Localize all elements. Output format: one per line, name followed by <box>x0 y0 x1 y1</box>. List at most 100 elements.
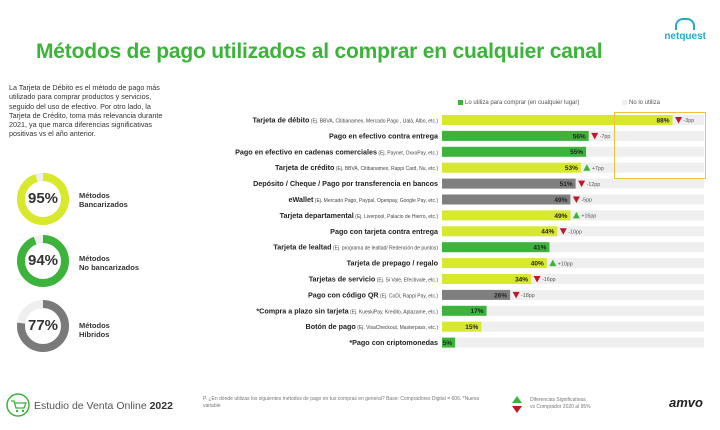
bar-track <box>442 226 704 237</box>
study-title: Estudio de Venta Online <box>34 400 147 412</box>
donut-hibridos-label: Métodos Híbridos <box>79 321 110 339</box>
category-label: Tarjeta de prepago / regalo <box>347 259 439 268</box>
bar <box>442 321 482 332</box>
category-label: Pago con tarjeta contra entrega <box>330 227 439 236</box>
arrow-up-icon <box>549 259 557 267</box>
category-label: *Compra a plazo sin tarjeta (Ej. KueskiP… <box>256 306 438 315</box>
category-label: Botón de pago (Ej. VisaCheckout, Masterp… <box>306 322 439 331</box>
highlight-box <box>614 112 706 179</box>
bar-value-label: 49% <box>554 213 567 220</box>
bar-track <box>442 337 704 348</box>
legend-not-used-label: No lo utiliza <box>629 100 661 107</box>
bar <box>442 242 550 253</box>
change-label: -7pp <box>600 134 611 140</box>
legend-not-used-swatch <box>622 100 627 105</box>
bar-value-label: 56% <box>573 133 586 140</box>
bar-track <box>442 305 704 316</box>
bar-value-label: 40% <box>531 261 544 268</box>
change-label: -10pp <box>568 230 582 236</box>
bar <box>442 226 558 237</box>
intro-paragraph: La Tarjeta de Débito es el método de pag… <box>9 83 163 139</box>
bar <box>442 305 487 316</box>
bar <box>442 274 532 284</box>
donut-bancarizados <box>17 173 69 225</box>
category-label: Tarjeta de débito (Ej. BBVA, Citibanamex… <box>252 116 438 125</box>
legend-used: Lo utiliza para comprar (en cualquier lu… <box>458 100 579 106</box>
donut-hibridos-value: 77% <box>27 317 59 334</box>
bar <box>442 337 456 348</box>
change-label: -16pp <box>542 277 556 283</box>
bar-track <box>442 274 704 284</box>
change-label: -5pp <box>581 198 592 204</box>
bar <box>442 115 673 125</box>
bar-track <box>442 321 704 332</box>
netquest-logo: netquest <box>664 18 706 42</box>
category-label: *Pago con criptomonedas <box>349 338 438 347</box>
bar-track <box>442 210 704 221</box>
bar-value-label: 44% <box>541 229 554 236</box>
arrow-up-icon <box>572 211 580 219</box>
donut-bancarizados-value: 95% <box>27 190 59 207</box>
significance-note-line1: Diferencias Significativas <box>530 397 586 403</box>
change-label: -3pp <box>684 118 695 124</box>
bar <box>442 146 587 157</box>
significance-note: Diferencias Significativas vs Comprador 2… <box>530 397 591 410</box>
bar <box>442 130 589 141</box>
donut-bancarizados-label: Métodos Bancarizados <box>79 191 128 209</box>
category-label: Pago en efectivo en cadenas comerciales … <box>235 147 438 156</box>
category-label: Tarjeta de crédito (Ej. BBVA, Citibaname… <box>275 163 438 172</box>
arrow-up-icon <box>583 164 591 171</box>
study-year: 2022 <box>149 400 173 412</box>
bar-value-label: 49% <box>554 197 567 204</box>
amvo-logo: amvo <box>669 395 703 410</box>
category-label: Tarjetas de servicio (Ej. Si Vale, Efect… <box>309 275 439 284</box>
donut-no-bancarizados-value: 94% <box>27 252 59 269</box>
bar <box>442 289 511 300</box>
bar-track <box>442 242 704 253</box>
arrow-down-icon <box>675 117 683 124</box>
arrow-down-icon <box>559 228 567 235</box>
arrow-down-icon <box>591 132 599 140</box>
arrow-down-icon <box>533 276 541 283</box>
donut-hibridos <box>17 300 69 352</box>
netquest-logo-text: netquest <box>664 31 706 42</box>
legend-used-swatch <box>458 100 463 105</box>
bar <box>442 258 547 269</box>
category-label: eWallet (Ej. Mercado Pago, Paypal, Openp… <box>288 195 438 204</box>
shopping-cart-icon <box>6 393 30 417</box>
category-label: Tarjeta departamental (Ej. Liverpool, Pa… <box>280 211 439 220</box>
bar <box>442 194 571 205</box>
significance-arrows-icon <box>512 396 522 413</box>
page-title: Métodos de pago utilizados al comprar en… <box>36 40 603 63</box>
bar <box>442 210 571 221</box>
change-label: +10pp <box>558 261 573 267</box>
category-label: Depósito / Cheque / Pago por transferenc… <box>253 179 438 188</box>
change-label: +7pp <box>592 166 604 172</box>
category-label: Pago con código QR (Ej. CoDi, Rappi Pay,… <box>308 290 438 299</box>
change-label: +16pp <box>581 214 596 220</box>
category-label: Pago en efectivo contra entrega <box>329 131 439 140</box>
bar-value-label: 17% <box>471 308 484 315</box>
legend-used-label: Lo utiliza para comprar (en cualquier lu… <box>465 100 580 107</box>
arrow-down-icon <box>578 180 586 188</box>
bar-value-label: 51% <box>560 181 573 188</box>
arrow-down-icon <box>512 291 520 299</box>
donut-no-bancarizados-label: Métodos No bancarizados <box>79 254 140 272</box>
significance-note-line2: vs Comprador 2020 al 95% <box>530 403 591 410</box>
netquest-logo-icon <box>675 18 696 30</box>
bar-value-label: 88% <box>657 117 670 124</box>
bar-track <box>442 289 704 300</box>
change-label: -18pp <box>521 293 535 299</box>
bar-value-label: 5% <box>443 340 453 347</box>
legend-not-used: No lo utiliza <box>622 100 660 106</box>
arrow-down-icon <box>572 196 580 203</box>
donut-no-bancarizados <box>17 235 69 287</box>
bar-value-label: 26% <box>494 292 507 299</box>
bar <box>442 162 581 173</box>
bar-value-label: 34% <box>515 276 528 283</box>
bar <box>442 178 576 189</box>
bar-value-label: 15% <box>465 324 478 331</box>
bar-value-label: 41% <box>533 245 546 252</box>
change-label: -12pp <box>587 182 601 188</box>
